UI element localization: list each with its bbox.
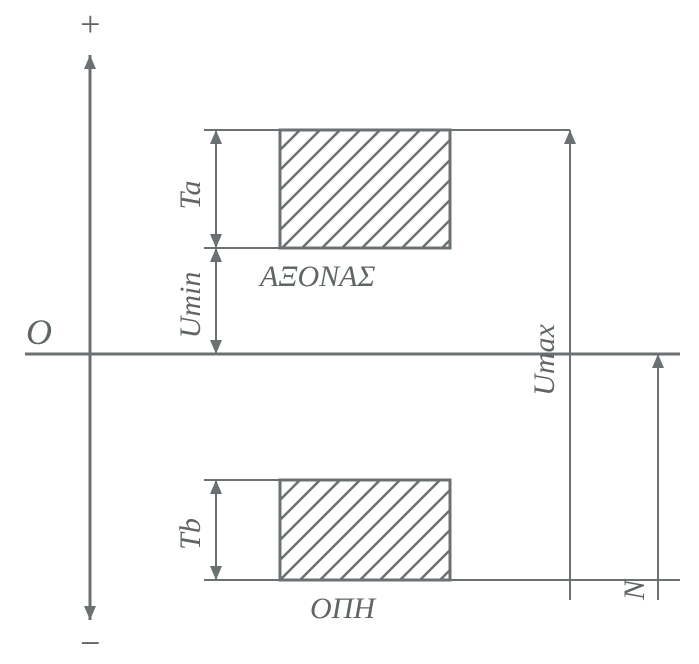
lower-box-label: ΟΠΗ [310, 592, 377, 625]
dim-label-Tb: Tb [174, 518, 207, 550]
origin-label: O [26, 312, 52, 352]
dim-label-Umin: Umin [174, 272, 207, 339]
dim-label-Ta: Ta [174, 181, 207, 210]
minus-symbol: − [78, 623, 102, 663]
svg-text:+: + [78, 4, 102, 44]
dim-label-N: N [618, 578, 651, 601]
dim-label-Umax: Umax [528, 323, 561, 395]
upper-box-label: ΑΞΟΝΑΣ [258, 260, 376, 293]
